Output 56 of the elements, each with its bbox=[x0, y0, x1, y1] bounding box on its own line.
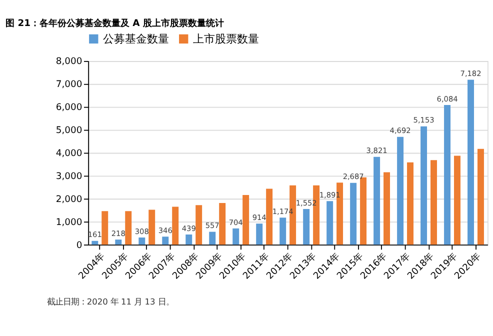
bar bbox=[326, 201, 334, 245]
data-label: 308 bbox=[134, 226, 150, 236]
bar bbox=[172, 206, 179, 245]
bar bbox=[468, 80, 474, 245]
y-tick-label: 6,000 bbox=[56, 102, 82, 114]
bar bbox=[384, 172, 390, 245]
y-tick-label: 7,000 bbox=[56, 79, 82, 90]
y-tick-label: 2,000 bbox=[56, 194, 82, 205]
data-label: 3,821 bbox=[366, 146, 388, 156]
y-tick-label: 5,000 bbox=[56, 125, 82, 136]
data-label: 4,692 bbox=[390, 126, 411, 136]
bar bbox=[303, 208, 310, 245]
bar bbox=[186, 234, 192, 245]
bar bbox=[242, 195, 250, 245]
data-label: 7,182 bbox=[460, 69, 482, 78]
bar bbox=[454, 156, 460, 245]
bar bbox=[92, 240, 98, 245]
bar bbox=[196, 205, 202, 245]
y-tick-label: 8,000 bbox=[56, 56, 82, 68]
bar bbox=[209, 232, 216, 245]
y-tick-label: 3,000 bbox=[56, 170, 82, 182]
data-label: 218 bbox=[111, 228, 126, 238]
bar bbox=[148, 210, 156, 245]
data-label: 439 bbox=[182, 224, 196, 233]
bar bbox=[115, 240, 122, 245]
bar bbox=[477, 148, 484, 245]
bar bbox=[138, 238, 146, 245]
y-tick-label: 0 bbox=[76, 240, 82, 251]
bar bbox=[266, 188, 273, 245]
data-label: 704 bbox=[228, 218, 244, 227]
bar bbox=[444, 104, 451, 245]
data-label: 346 bbox=[158, 226, 173, 235]
data-label: 914 bbox=[252, 212, 267, 222]
data-label: 5,153 bbox=[413, 116, 435, 125]
bar bbox=[397, 136, 404, 245]
bar bbox=[280, 218, 286, 245]
chart-title: 图 21：各年份公募基金数量及 A 股上市股票数量统计 bbox=[6, 18, 224, 30]
bar bbox=[256, 224, 263, 245]
bar bbox=[350, 182, 357, 245]
legend-label: 公募基金数量 bbox=[102, 32, 169, 46]
bar bbox=[430, 160, 437, 245]
bar bbox=[232, 228, 240, 245]
legend-label: 上市股票数量 bbox=[192, 32, 259, 46]
y-tick-label: 1,000 bbox=[56, 216, 82, 228]
data-label: 557 bbox=[205, 221, 220, 230]
bar bbox=[162, 236, 169, 245]
bar bbox=[219, 203, 226, 245]
bar bbox=[407, 162, 414, 245]
data-label: 2,687 bbox=[342, 172, 364, 182]
bar bbox=[420, 126, 428, 245]
bar bbox=[374, 156, 380, 245]
text: 截止日期：2020 年 11 月 13 日。 bbox=[46, 296, 174, 306]
y-tick-label: 4,000 bbox=[56, 148, 82, 159]
data-label: 6,084 bbox=[436, 94, 458, 104]
bar bbox=[102, 211, 108, 245]
bar bbox=[125, 211, 132, 245]
